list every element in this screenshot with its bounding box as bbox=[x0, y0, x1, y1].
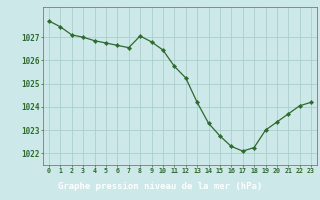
Text: Graphe pression niveau de la mer (hPa): Graphe pression niveau de la mer (hPa) bbox=[58, 182, 262, 191]
